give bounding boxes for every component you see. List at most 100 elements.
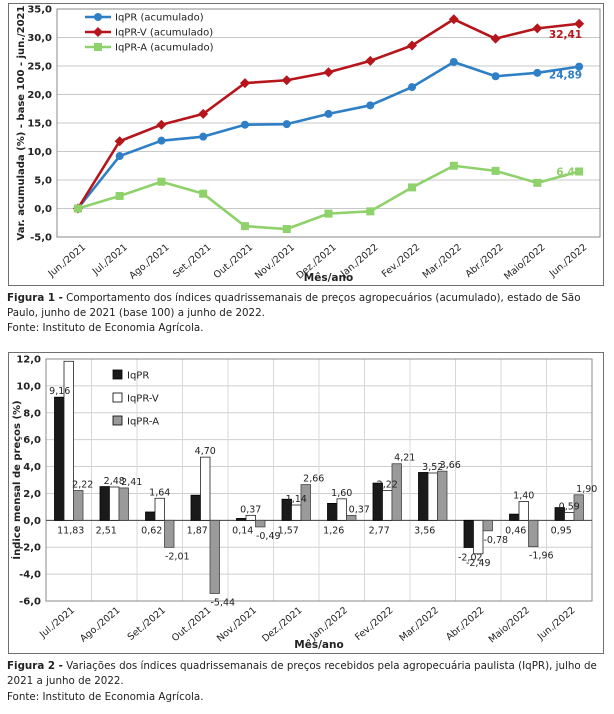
data-label: -5,44 xyxy=(210,597,235,608)
data-label: 1,64 xyxy=(149,487,170,498)
legend-marker xyxy=(94,43,102,51)
bar xyxy=(291,504,302,521)
data-label: 2,22 xyxy=(72,479,93,490)
data-point xyxy=(366,207,375,216)
chart-1-frame xyxy=(8,3,604,286)
data-point xyxy=(114,136,125,147)
data-point xyxy=(448,14,459,25)
figure-1-caption-text: Comportamento dos índices quadrissemanai… xyxy=(7,292,581,319)
data-point xyxy=(408,83,417,92)
data-label: 2,48 xyxy=(104,476,125,487)
data-label: 0,95 xyxy=(551,525,572,536)
data-label: 0,46 xyxy=(505,525,526,536)
legend-swatch xyxy=(112,369,123,380)
y-tick-label: 0,0 xyxy=(34,204,52,215)
data-label: 2,77 xyxy=(369,525,390,536)
data-point xyxy=(407,40,418,51)
y-axis-title: Var. acumulada (%) - base 100 - jun./202… xyxy=(16,5,27,240)
bar xyxy=(382,490,393,521)
data-label: 1,60 xyxy=(331,488,352,499)
data-point xyxy=(491,166,500,175)
x-tick-label: Out./2021 xyxy=(170,605,214,644)
figure-1-caption-lead: Figura 1 - xyxy=(7,292,63,304)
data-label: 0,62 xyxy=(141,525,162,536)
bar xyxy=(164,519,175,548)
data-label: 1,87 xyxy=(187,525,208,536)
y-tick-label: 35,0 xyxy=(27,5,52,16)
data-point xyxy=(282,225,291,234)
bar xyxy=(200,456,211,521)
plot-area-border xyxy=(45,358,593,602)
y-axis-title: Índice mensal de preços (%) xyxy=(10,400,23,559)
y-tick-label: 20,0 xyxy=(27,90,52,101)
legend-label: IqPR-V xyxy=(127,394,159,405)
x-axis-title: Mês/ano xyxy=(294,639,343,651)
data-label: 2,66 xyxy=(303,474,324,485)
y-tick-label: 15,0 xyxy=(27,119,52,130)
bar xyxy=(482,519,493,532)
data-label: 1,26 xyxy=(323,525,344,536)
data-label: 0,59 xyxy=(559,501,580,512)
data-point xyxy=(199,132,208,141)
figure-1-source: Fonte: Instituto de Economia Agrícola. xyxy=(7,322,204,334)
data-point xyxy=(533,68,542,77)
chart-1-accumulated-index: -5,00,05,010,015,020,025,030,035,0Jun./2… xyxy=(16,5,601,284)
legend-swatch xyxy=(112,415,123,426)
y-tick-label: 4,0 xyxy=(23,462,41,473)
data-label: 3,56 xyxy=(414,525,435,536)
bar xyxy=(391,463,402,521)
bar xyxy=(336,498,347,521)
x-tick-label: Jun./2022 xyxy=(535,605,578,643)
bar xyxy=(473,519,484,555)
data-point xyxy=(73,204,82,213)
data-label: -1,96 xyxy=(529,551,554,562)
data-label: 0,14 xyxy=(232,525,253,536)
data-point xyxy=(449,161,458,170)
legend-label: IqPR-A (acumulado) xyxy=(115,43,214,54)
bar xyxy=(190,494,201,521)
x-tick-label: Jan./2022 xyxy=(308,605,350,643)
data-point xyxy=(449,58,458,67)
data-point xyxy=(239,78,250,89)
data-point xyxy=(408,183,417,192)
data-label: 0,37 xyxy=(349,504,370,515)
bar xyxy=(118,487,129,521)
x-axis-title: Mês/ano xyxy=(304,272,353,284)
y-tick-label: 12,0 xyxy=(16,355,41,366)
y-tick-label: -2,0 xyxy=(19,543,41,554)
legend-marker xyxy=(94,13,102,21)
x-tick-label: Abr./2022 xyxy=(444,605,486,643)
y-tick-label: 25,0 xyxy=(27,62,52,73)
data-label: -0,78 xyxy=(483,535,508,546)
legend-swatch xyxy=(112,392,123,403)
data-point xyxy=(240,120,249,129)
data-point xyxy=(323,67,334,78)
legend-label: IqPR-V (acumulado) xyxy=(115,28,213,39)
x-tick-label: Set./2021 xyxy=(126,605,168,643)
y-tick-label: 6,0 xyxy=(23,435,41,446)
bar xyxy=(255,519,266,528)
x-tick-label: Mar./2022 xyxy=(398,605,441,644)
data-point xyxy=(115,191,124,200)
bar xyxy=(99,486,110,521)
bar xyxy=(437,470,448,521)
data-point xyxy=(324,209,333,218)
data-label: 1,40 xyxy=(513,491,534,502)
data-point xyxy=(574,18,585,29)
data-label: 1,57 xyxy=(278,525,299,536)
bar xyxy=(109,486,120,521)
figure-2-caption: Figura 2 - Variações dos índices quadris… xyxy=(7,659,607,688)
figure-1-caption: Figura 1 - Comportamento dos índices qua… xyxy=(7,291,607,320)
legend-label: IqPR (acumulado) xyxy=(115,13,204,24)
y-tick-label: 0,0 xyxy=(23,516,41,527)
bar xyxy=(145,511,156,521)
data-point xyxy=(490,33,501,44)
end-data-label: 32,41 xyxy=(549,29,582,41)
y-tick-label: -5,0 xyxy=(30,233,52,244)
y-tick-label: 2,0 xyxy=(23,489,41,500)
end-data-label: 24,89 xyxy=(549,70,582,82)
data-point xyxy=(156,119,167,130)
y-tick-label: 10,0 xyxy=(27,147,52,158)
bar xyxy=(427,472,438,521)
